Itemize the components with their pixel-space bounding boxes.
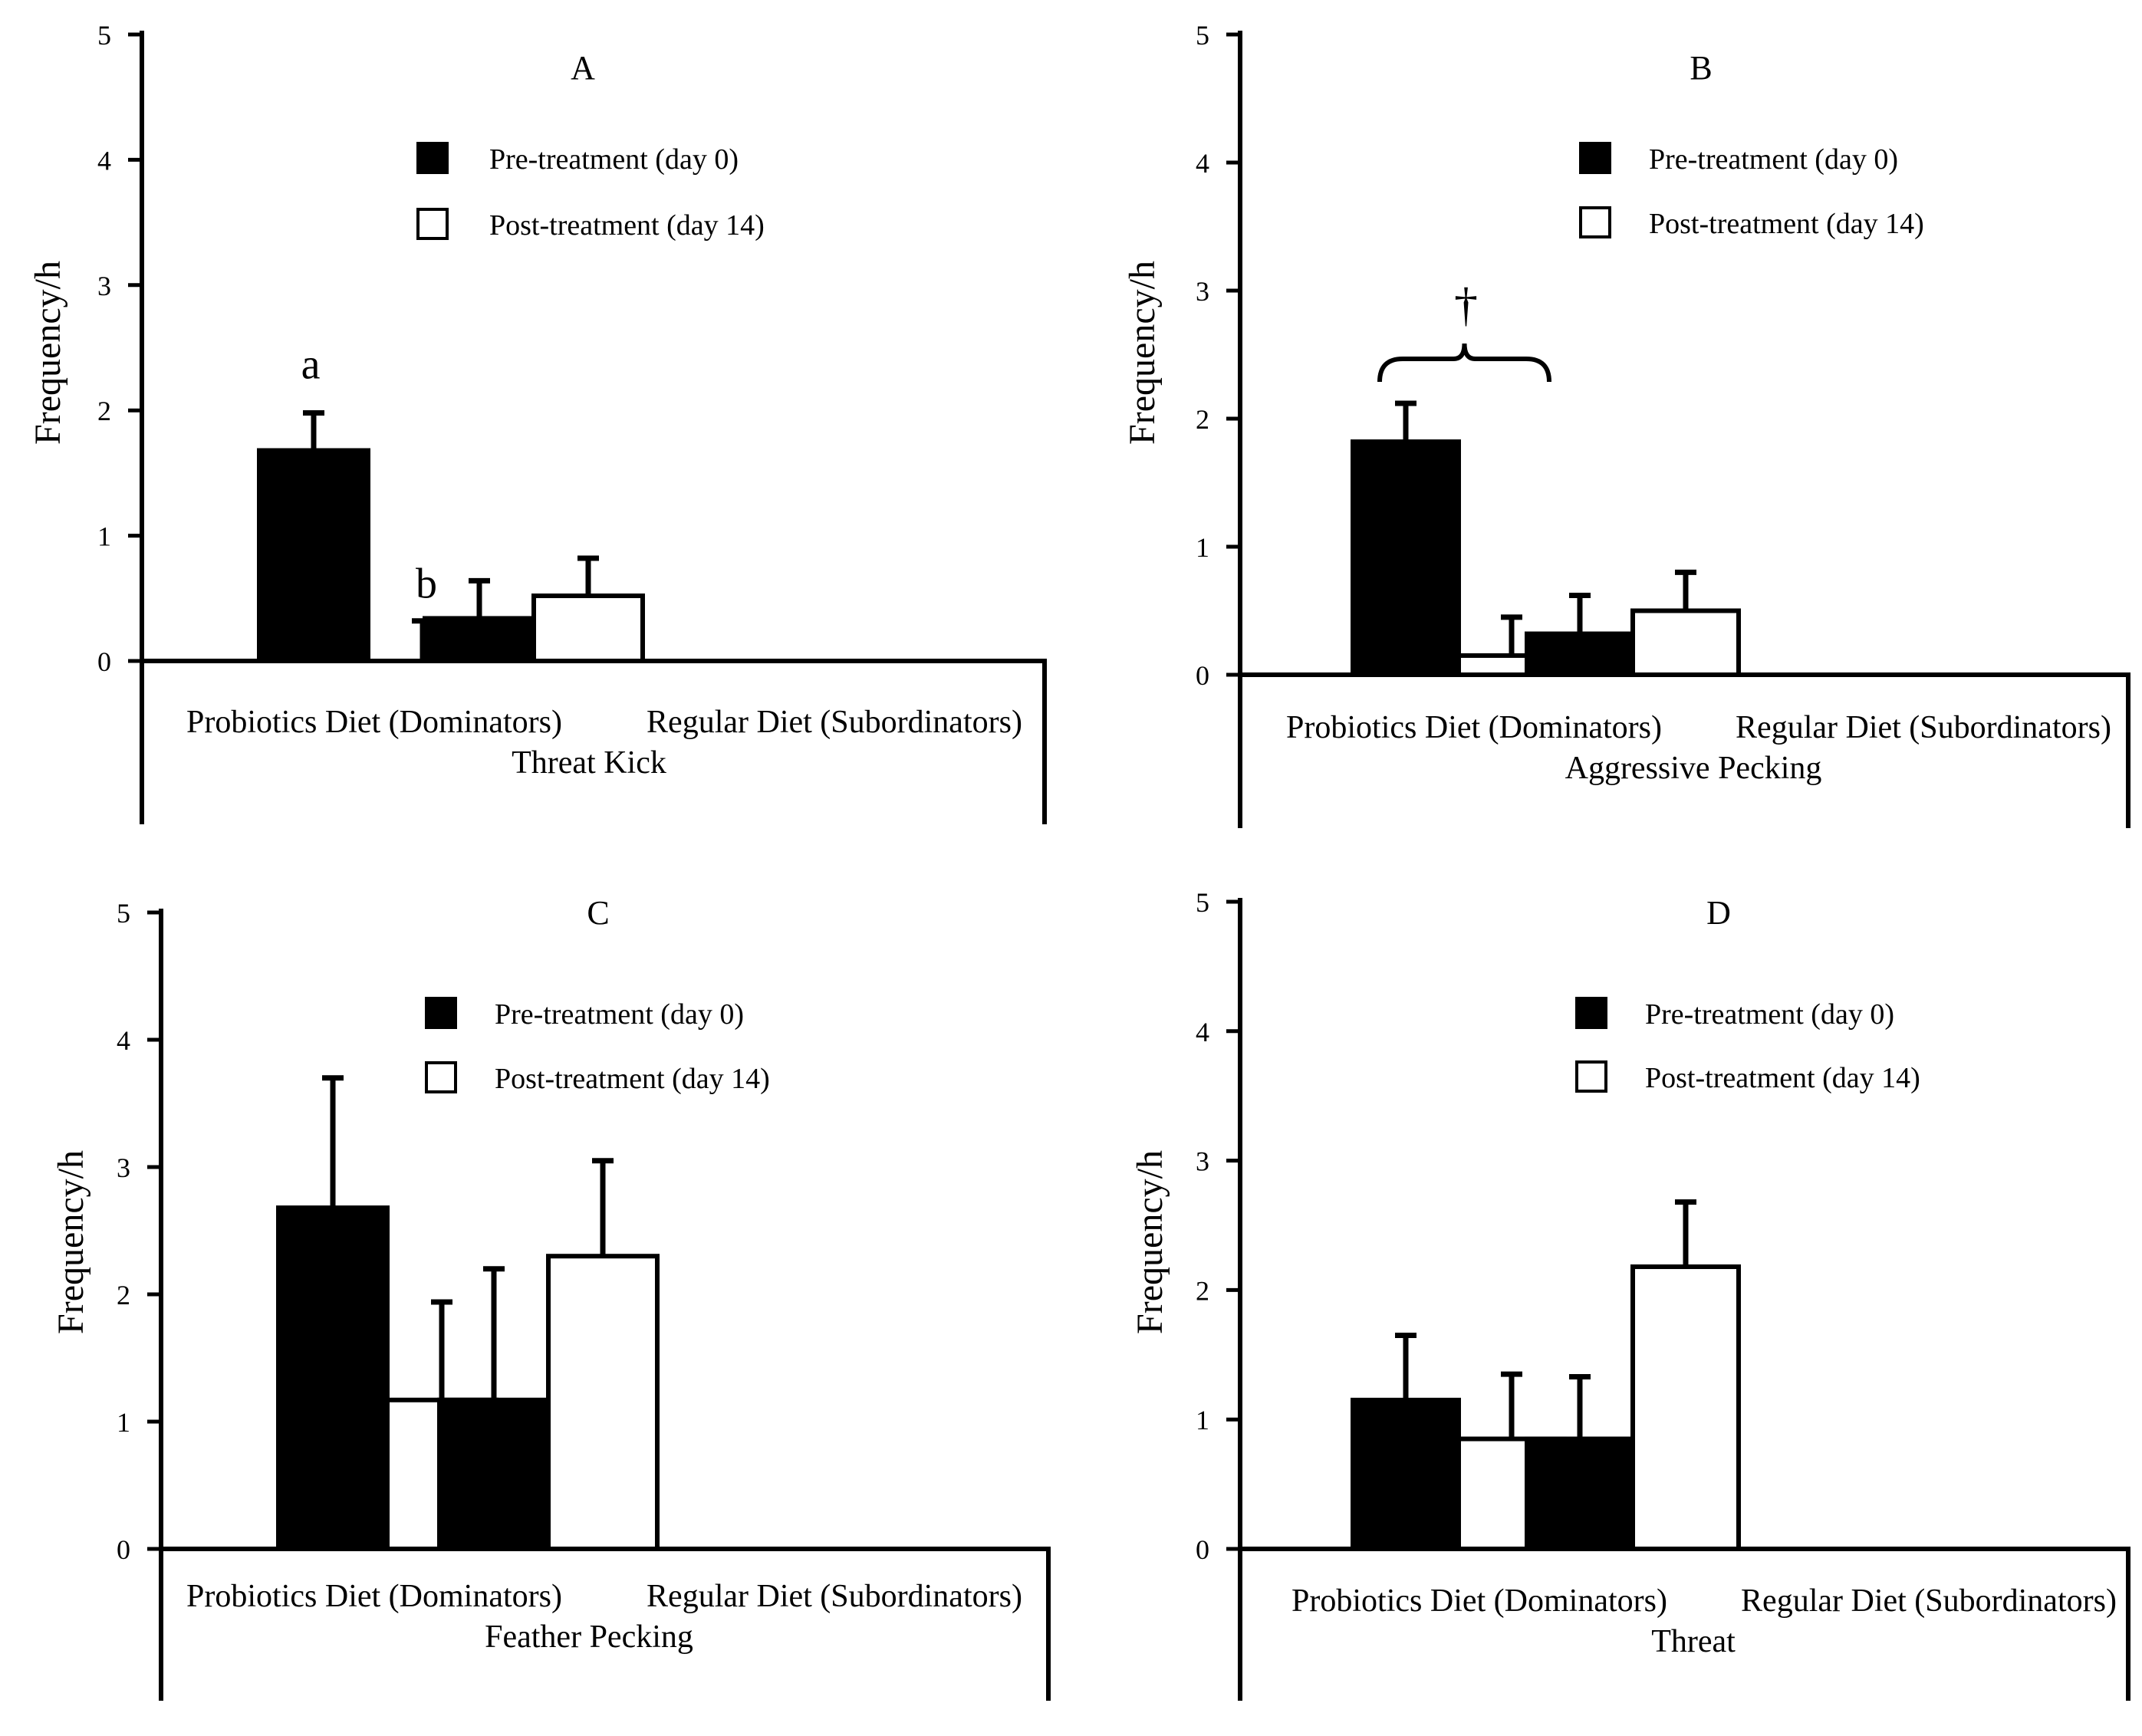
y-tick-label: 2 [1196, 1275, 1209, 1306]
significance-brace [1377, 343, 1551, 383]
bar-pre-regular [1525, 1436, 1635, 1552]
significance-dagger: † [1454, 279, 1478, 331]
legend-label-post: Post-treatment (day 14) [1645, 1062, 1920, 1094]
y-tick-label: 3 [117, 1152, 130, 1183]
legend-label-pre: Pre-treatment (day 0) [1649, 143, 1898, 176]
y-tick-label: 5 [1196, 887, 1209, 918]
bar-post-regular [531, 593, 645, 663]
panel-letter: D [1706, 894, 1731, 932]
legend-swatch-post [416, 208, 449, 240]
y-tick-label: 1 [117, 1407, 130, 1438]
category-label: Regular Diet (Subordinators) [647, 1579, 1022, 1614]
bar-post-regular [1630, 1264, 1741, 1551]
y-tick-label: 0 [1196, 1534, 1209, 1565]
panel-letter: B [1690, 49, 1712, 87]
significance-letter-a: a [301, 340, 321, 388]
chart-panel-c: 0 1 2 3 4 5 Frequency/h C Pre-treatment (day 0) P… [51, 894, 1051, 1701]
chart-panel-a: 0 1 2 3 4 5 Frequency/h A Pre-treatment (day 0) P… [28, 20, 1047, 824]
bar-pre-regular [437, 1397, 551, 1552]
y-tick-label: 4 [97, 145, 111, 176]
bar-pre-regular [423, 616, 536, 663]
y-tick-label: 4 [1196, 1017, 1209, 1047]
x-axis-title: Threat [1651, 1624, 1736, 1659]
category-label: Probiotics Diet (Dominators) [1286, 710, 1662, 745]
legend-label-post: Post-treatment (day 14) [495, 1063, 770, 1095]
legend-swatch-post [425, 1061, 457, 1093]
legend-swatch-pre [425, 997, 457, 1029]
y-tick-label: 1 [1196, 532, 1209, 563]
y-tick-label: 5 [97, 20, 111, 51]
legend-swatch-pre [1575, 997, 1607, 1029]
bar-pre-probiotics [257, 448, 370, 663]
y-tick-label: 2 [1196, 404, 1209, 435]
y-tick-label: 1 [1196, 1405, 1209, 1435]
y-axis-label: Frequency/h [51, 1150, 91, 1334]
y-tick-label: 0 [1196, 660, 1209, 691]
x-axis-title: Threat Kick [512, 745, 666, 781]
category-label: Regular Diet (Subordinators) [1736, 710, 2111, 745]
category-label: Probiotics Diet (Dominators) [186, 705, 562, 740]
y-tick-label: 4 [117, 1025, 130, 1056]
y-axis-label: Frequency/h [1122, 261, 1163, 445]
x-axis-title: Feather Pecking [485, 1619, 693, 1655]
y-tick-label: 4 [1196, 148, 1209, 179]
category-label: Regular Diet (Subordinators) [647, 705, 1022, 740]
bar-pre-probiotics [276, 1205, 390, 1551]
legend-swatch-pre [1579, 142, 1611, 174]
legend-swatch-post [1575, 1060, 1607, 1093]
bar-pre-regular [1525, 631, 1635, 677]
panel-letter: C [587, 894, 609, 932]
y-axis-label: Frequency/h [28, 261, 68, 445]
legend-label-pre: Pre-treatment (day 0) [1645, 998, 1894, 1031]
bar-post-regular [546, 1254, 660, 1551]
x-axis-title: Aggressive Pecking [1565, 751, 1822, 786]
bar-pre-probiotics [1351, 439, 1461, 677]
y-axis-label: Frequency/h [1130, 1150, 1170, 1334]
significance-letter-b: b [416, 561, 437, 608]
y-tick-label: 3 [97, 271, 111, 301]
legend-label-post: Post-treatment (day 14) [489, 209, 765, 242]
legend-label-pre: Pre-treatment (day 0) [489, 143, 739, 176]
legend-swatch-post [1579, 206, 1611, 238]
legend-swatch-pre [416, 142, 449, 174]
legend-label-pre: Pre-treatment (day 0) [495, 998, 744, 1031]
y-tick-label: 5 [1196, 20, 1209, 51]
panel-letter: A [571, 49, 595, 87]
category-label: Probiotics Diet (Dominators) [1291, 1583, 1667, 1619]
y-tick-label: 5 [117, 898, 130, 929]
y-tick-label: 0 [117, 1534, 130, 1565]
y-tick-label: 2 [97, 396, 111, 426]
category-label: Probiotics Diet (Dominators) [186, 1579, 562, 1614]
bar-post-regular [1630, 608, 1741, 677]
y-tick-label: 3 [1196, 1146, 1209, 1177]
bar-pre-probiotics [1351, 1397, 1461, 1551]
legend-label-post: Post-treatment (day 14) [1649, 208, 1924, 240]
chart-panel-b: 0 1 2 3 4 5 Frequency/h B Pre-treatment (day 0) P… [1122, 20, 2130, 828]
y-tick-label: 0 [97, 646, 111, 677]
category-label: Regular Diet (Subordinators) [1741, 1583, 2117, 1619]
y-tick-label: 3 [1196, 276, 1209, 307]
y-tick-label: 1 [97, 521, 111, 552]
y-tick-label: 2 [117, 1280, 130, 1310]
chart-panel-d: 0 1 2 3 4 5 Frequency/h D Pre-treatment (day 0) P… [1130, 887, 2130, 1701]
